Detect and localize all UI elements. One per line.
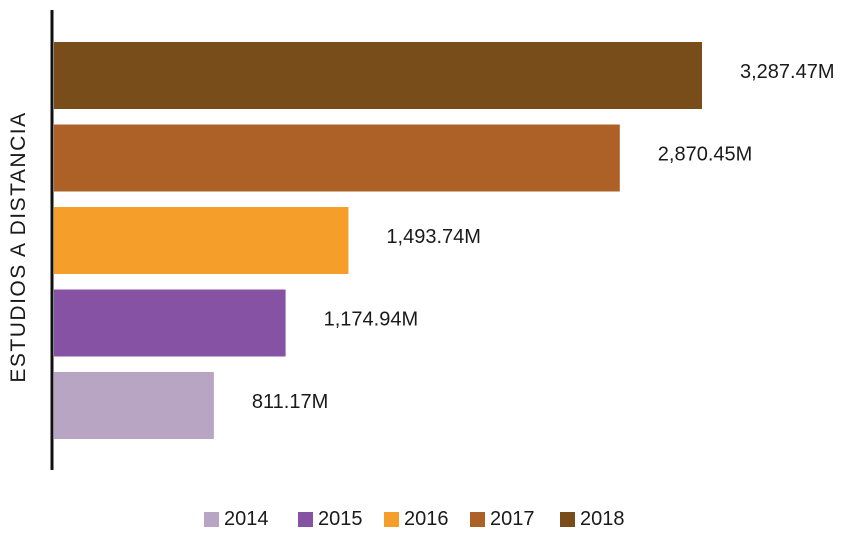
legend-label-2018: 2018 bbox=[580, 508, 625, 530]
legend-item-2017: 2017 bbox=[470, 508, 535, 531]
legend-label-2015: 2015 bbox=[318, 508, 363, 530]
bar-2016 bbox=[54, 207, 349, 274]
data-labels-group: 3,287.47M 2,870.45M 1,493.74M 1,174.94M 811.… bbox=[252, 61, 835, 413]
bar-2014 bbox=[54, 372, 214, 439]
legend-item-2018: 2018 bbox=[560, 508, 625, 531]
legend-swatch-2017 bbox=[470, 512, 485, 527]
data-label-2018: 3,287.47M bbox=[740, 61, 835, 83]
legend-label-2014: 2014 bbox=[224, 508, 269, 530]
legend-swatch-2016 bbox=[384, 512, 399, 527]
y-axis-label: ESTUDIOS A DISTANCIA bbox=[7, 111, 30, 383]
data-label-2015: 1,174.94M bbox=[324, 308, 419, 330]
data-label-2016: 1,493.74M bbox=[386, 226, 481, 248]
bar-2015 bbox=[54, 289, 286, 357]
data-label-2017: 2,870.45M bbox=[658, 143, 753, 165]
bars-group bbox=[54, 42, 702, 439]
legend-swatch-2015 bbox=[298, 512, 313, 527]
data-label-2014: 811.17M bbox=[252, 391, 328, 413]
legend-item-2014: 2014 bbox=[204, 508, 269, 531]
legend-label-2017: 2017 bbox=[490, 508, 535, 530]
legend-swatch-2014 bbox=[204, 512, 219, 527]
legend-swatch-2018 bbox=[560, 512, 575, 527]
legend-item-2016: 2016 bbox=[384, 508, 449, 531]
legend-item-2015: 2015 bbox=[298, 508, 363, 531]
bar-2017 bbox=[54, 124, 620, 192]
bar-2018 bbox=[54, 42, 702, 109]
legend: 2014 2015 2016 2017 2018 bbox=[0, 508, 866, 538]
legend-label-2016: 2016 bbox=[404, 508, 449, 530]
